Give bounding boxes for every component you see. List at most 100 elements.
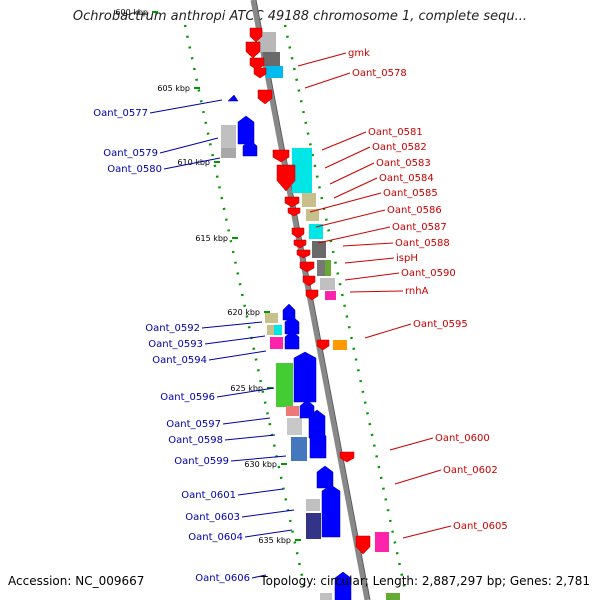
scale-tick-label: 620 kbp: [227, 308, 260, 317]
forward-gene-arrow: [316, 465, 334, 489]
right-label-leader: [309, 192, 382, 213]
right-label-leader: [402, 525, 452, 539]
right-gene-label: Oant_0585: [383, 188, 438, 199]
gene-block: [325, 291, 336, 300]
right-label-leader: [333, 177, 378, 199]
gene-block: [265, 313, 278, 323]
right-gene-label: Oant_0583: [376, 158, 431, 169]
gene-block: [302, 193, 316, 207]
gene-block: [309, 224, 323, 239]
scale-tick-label: 600 kbp: [115, 8, 148, 17]
right-gene-label: Oant_0590: [401, 268, 456, 279]
right-gene-label: Oant_0584: [379, 173, 434, 184]
left-label-leader: [208, 350, 267, 361]
gene-block: [375, 532, 389, 552]
topology-label: Topology: circular; Length: 2,887,297 bp…: [260, 574, 590, 588]
left-gene-label: Oant_0606: [195, 573, 250, 584]
left-label-leader: [222, 417, 271, 425]
gene-block: [306, 209, 319, 221]
left-label-leader: [230, 455, 287, 462]
left-label-leader: [224, 434, 276, 441]
left-label-leader: [216, 387, 275, 398]
scale-tick-label: 630 kbp: [244, 460, 277, 469]
gene-block: [306, 513, 321, 539]
reverse-gene-arrow: [257, 89, 273, 105]
reverse-gene-arrow: [276, 164, 296, 192]
left-label-leader: [149, 99, 223, 114]
gene-block: [270, 337, 283, 349]
gene-block: [292, 148, 312, 193]
gene-block: [263, 52, 280, 66]
gene-block: [267, 325, 274, 335]
right-label-leader: [317, 226, 391, 244]
right-label-leader: [342, 242, 394, 247]
right-label-leader: [349, 290, 404, 293]
chromosome-backbone-shadow: [255, 0, 371, 600]
left-label-leader: [237, 488, 284, 496]
right-gene-label: Oant_0595: [413, 319, 468, 330]
gene-block: [312, 241, 326, 258]
right-label-leader: [304, 72, 351, 89]
right-gene-label: rnhA: [405, 286, 429, 297]
gene-block: [306, 499, 320, 511]
right-gene-label: Oant_0586: [387, 205, 442, 216]
left-label-leader: [159, 137, 219, 154]
right-gene-label: Oant_0605: [453, 521, 508, 532]
gene-block: [221, 148, 236, 158]
reverse-gene-arrow: [253, 67, 267, 79]
left-gene-label: Oant_0604: [188, 532, 243, 543]
reverse-gene-arrow: [296, 249, 311, 259]
chromosome-backbone: [250, 0, 370, 600]
scale-tick-label: 605 kbp: [157, 84, 190, 93]
right-label-leader: [324, 146, 371, 169]
right-label-leader: [344, 257, 395, 264]
left-label-leader: [241, 509, 295, 518]
reverse-gene-arrow: [355, 535, 371, 555]
reverse-gene-arrow: [245, 41, 261, 59]
reverse-gene-arrow: [249, 57, 265, 71]
gene-block: [276, 363, 293, 407]
right-label-leader: [394, 469, 442, 485]
gene-block: [386, 593, 400, 600]
right-gene-label: gmk: [348, 48, 370, 59]
forward-gene-arrow: [284, 330, 300, 350]
right-label-leader: [315, 209, 386, 228]
forward-gene-arrow: [308, 409, 326, 439]
accession-label: Accession: NC_009667: [8, 574, 145, 588]
forward-gene-arrow: [284, 315, 300, 335]
reverse-gene-arrow: [293, 239, 307, 249]
gene-block: [258, 32, 276, 52]
left-gene-label: Oant_0601: [181, 490, 236, 501]
left-gene-label: Oant_0592: [145, 323, 200, 334]
scale-tick-label: 615 kbp: [195, 234, 228, 243]
gene-features: [221, 27, 400, 600]
left-label-leader: [201, 321, 263, 329]
right-gene-label: Oant_0600: [435, 433, 490, 444]
left-gene-label: Oant_0577: [93, 108, 148, 119]
right-gene-label: Oant_0588: [395, 238, 450, 249]
map-title: Ochrobactrum anthropi ATCC 49188 chromos…: [72, 9, 528, 24]
left-label-leader: [251, 574, 267, 579]
left-gene-label: Oant_0599: [174, 456, 229, 467]
gene-block: [274, 325, 282, 335]
left-gene-label: Oant_0596: [160, 392, 215, 403]
gene-labels: gmk Oant_0578 Oant_0581 Oant_0582 Oant_0583 O…: [93, 48, 507, 584]
left-gene-label: Oant_0594: [152, 355, 207, 366]
forward-gene-arrow: [242, 139, 258, 157]
gene-block: [320, 593, 332, 600]
reverse-gene-arrow: [305, 289, 319, 301]
right-label-leader: [297, 52, 347, 67]
right-gene-label: Oant_0602: [443, 465, 498, 476]
left-gene-label: Oant_0593: [148, 339, 203, 350]
gene-block: [333, 340, 347, 350]
right-label-leader: [344, 272, 400, 281]
left-gene-label: Oant_0597: [166, 419, 221, 430]
gene-block: [325, 260, 331, 276]
gene-block: [291, 437, 307, 461]
forward-gene-arrow: [227, 94, 239, 102]
left-gene-label: Oant_0580: [107, 164, 162, 175]
left-label-leader: [163, 157, 221, 170]
gene-block: [221, 125, 236, 148]
left-gene-label: Oant_0579: [103, 148, 158, 159]
